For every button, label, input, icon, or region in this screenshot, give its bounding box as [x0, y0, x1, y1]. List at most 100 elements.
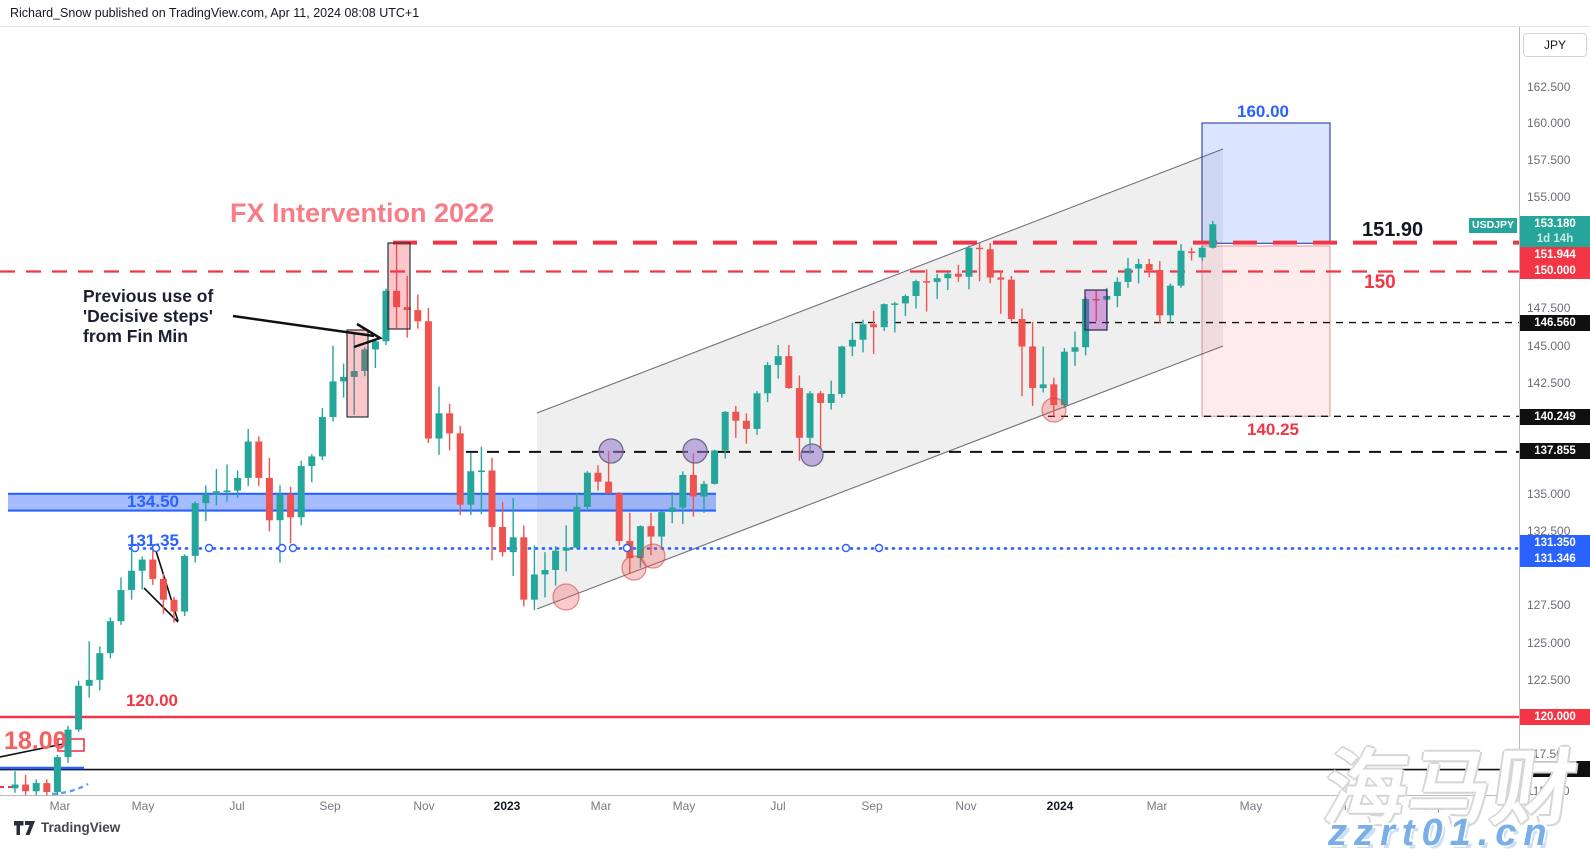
candle[interactable] [202, 485, 210, 521]
marker-circle-higher-low-1[interactable] [552, 583, 580, 611]
sep22-intervention-box[interactable] [346, 329, 369, 418]
candle[interactable] [1156, 261, 1164, 324]
level-131-35-label[interactable]: 131.35 [127, 531, 179, 550]
tradingview-logo[interactable]: TradingView [14, 820, 120, 835]
support-zone-134-50[interactable] [8, 493, 716, 511]
candle[interactable] [1039, 346, 1047, 393]
candle[interactable] [901, 294, 909, 317]
candle[interactable] [64, 725, 72, 764]
candle[interactable] [477, 446, 485, 515]
candle[interactable] [753, 391, 761, 435]
candle[interactable] [1113, 277, 1121, 308]
price-axis[interactable]: 162.500 160.000 157.500 155.000 147.500 145.0… [1520, 27, 1590, 798]
candle[interactable] [859, 319, 867, 353]
candle[interactable] [329, 345, 337, 422]
candle[interactable] [573, 492, 581, 549]
candle[interactable] [287, 486, 295, 544]
candle[interactable] [234, 470, 242, 498]
candle[interactable] [774, 345, 782, 379]
oct22-intervention-box[interactable] [387, 242, 411, 330]
candle[interactable] [382, 288, 390, 346]
upside-target-box[interactable] [1201, 122, 1331, 244]
decisive-steps-note[interactable]: Previous use of 'Decisive steps' from Fi… [83, 286, 214, 347]
candle[interactable] [923, 269, 931, 312]
candle[interactable] [138, 556, 146, 590]
candle[interactable] [499, 501, 507, 557]
candle[interactable] [1060, 347, 1068, 409]
candle[interactable] [986, 242, 994, 284]
candle[interactable] [223, 464, 231, 502]
candle[interactable] [795, 375, 803, 461]
candle[interactable] [32, 779, 40, 800]
candle[interactable] [647, 512, 655, 556]
candle[interactable] [403, 275, 411, 338]
candle[interactable] [615, 492, 623, 546]
candle[interactable] [541, 552, 549, 598]
candle[interactable] [1124, 258, 1132, 288]
candle[interactable] [488, 457, 496, 561]
line-anchor-handle[interactable] [288, 543, 298, 553]
candle[interactable] [827, 380, 835, 410]
line-anchor-handle[interactable] [130, 543, 140, 553]
candle[interactable] [965, 245, 973, 290]
candle[interactable] [891, 301, 899, 333]
zone-134-50-label[interactable]: 134.50 [127, 492, 179, 511]
candle[interactable] [1177, 244, 1185, 288]
candle[interactable] [785, 345, 793, 389]
candle[interactable] [435, 386, 443, 455]
blue-arc-drawing[interactable] [51, 782, 89, 795]
candle[interactable] [1198, 245, 1206, 262]
candle[interactable] [509, 497, 517, 576]
candle[interactable] [212, 469, 220, 506]
candle[interactable] [997, 270, 1005, 314]
candle[interactable] [552, 546, 560, 586]
candle[interactable] [1092, 290, 1100, 322]
candle[interactable] [711, 449, 719, 485]
may22-wedge-lower[interactable] [143, 587, 179, 623]
downside-risk-box[interactable] [1201, 245, 1331, 417]
candle[interactable] [255, 436, 263, 487]
candle[interactable] [170, 596, 178, 623]
candle[interactable] [689, 453, 697, 517]
candle[interactable] [128, 549, 136, 600]
candle[interactable] [467, 452, 475, 516]
line-anchor-handle[interactable] [841, 543, 851, 553]
feb22-trendline[interactable] [0, 743, 64, 758]
candle[interactable] [933, 273, 941, 299]
candle[interactable] [583, 471, 591, 511]
candle[interactable] [85, 641, 93, 698]
level-150-label[interactable]: 150 [1364, 272, 1396, 293]
candle[interactable] [446, 403, 454, 451]
candle[interactable] [817, 391, 825, 449]
candle[interactable] [340, 363, 348, 398]
candle[interactable] [976, 243, 984, 282]
candle[interactable] [11, 771, 19, 793]
candle[interactable] [1145, 258, 1153, 278]
candle[interactable] [562, 525, 570, 572]
marker-circle-pivot-touch-1[interactable] [598, 438, 624, 464]
candle[interactable] [594, 465, 602, 491]
candle[interactable] [1007, 275, 1015, 322]
candle[interactable] [1135, 258, 1143, 284]
candle[interactable] [181, 554, 189, 617]
candle[interactable] [1018, 308, 1026, 397]
candle[interactable] [636, 525, 644, 568]
candle[interactable] [870, 310, 878, 354]
candle[interactable] [658, 511, 666, 550]
candle[interactable] [742, 413, 750, 444]
candle[interactable] [371, 339, 379, 369]
candle[interactable] [668, 492, 676, 524]
candle[interactable] [1209, 221, 1217, 249]
level-120-label[interactable]: 120.00 [126, 691, 178, 710]
candle[interactable] [43, 779, 51, 796]
candle[interactable] [424, 307, 432, 444]
jan24-doji-box[interactable] [1084, 289, 1108, 331]
candle[interactable] [530, 545, 538, 611]
candle[interactable] [880, 303, 888, 331]
candle[interactable] [308, 454, 316, 483]
time-axis[interactable]: Mar May Jul Sep Nov 2023 Mar May Jul Sep Nov 2024 Ma… [0, 796, 1519, 816]
candle[interactable] [117, 577, 125, 625]
candle[interactable] [149, 548, 157, 585]
level-151-90-label[interactable]: 151.90 [1362, 219, 1424, 241]
candle[interactable] [912, 279, 920, 309]
